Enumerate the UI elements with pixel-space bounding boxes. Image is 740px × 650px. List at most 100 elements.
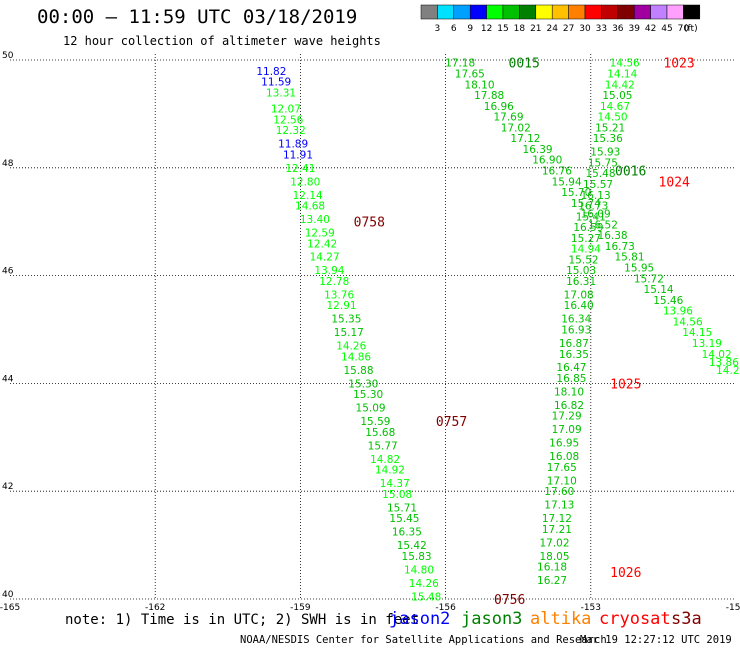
pass-time-label: 0015: [509, 57, 540, 72]
wave-height-value: 15.27: [571, 233, 601, 245]
wave-height-value: 12.80: [290, 176, 320, 188]
wave-height-value: 15.74: [571, 198, 601, 210]
wave-height-value: 17.29: [552, 411, 582, 423]
latitude-tick-label: 42: [2, 482, 13, 492]
color-scale-label: 15: [497, 24, 508, 34]
longitude-tick-label: -156: [435, 603, 456, 612]
wave-height-value: 14.15: [682, 327, 712, 339]
wave-height-value: 16.59: [573, 222, 603, 234]
wave-height-value: 12.07: [271, 104, 301, 116]
latitude-tick-label: 48: [2, 159, 14, 169]
wave-height-value: 15.68: [365, 427, 395, 439]
longitude-tick-label: -159: [290, 603, 311, 612]
color-scale-label: 36: [612, 24, 624, 34]
color-scale-label: 18: [514, 24, 526, 34]
wave-height-value: 11.59: [261, 77, 291, 89]
wave-height-value: 14.82: [370, 454, 400, 466]
wave-height-value: 13.96: [663, 306, 693, 318]
wave-height-value: 16.18: [537, 562, 567, 574]
color-scale-label: 9: [467, 24, 473, 34]
wave-height-value: 11.82: [256, 66, 286, 78]
wave-height-value: 16.38: [598, 230, 628, 242]
wave-height-value: 16.52: [588, 219, 618, 231]
color-scale-label: 24: [546, 24, 558, 34]
color-scale-label: 39: [628, 24, 640, 34]
wave-height-value: 15.59: [360, 416, 390, 428]
wave-height-value: 14.26: [336, 341, 366, 353]
wave-height-value: 15.94: [552, 176, 582, 188]
wave-height-value: 17.09: [552, 424, 582, 436]
wave-height-value: 15.93: [590, 147, 620, 159]
color-scale-label: 45: [661, 24, 672, 34]
wave-height-value: 14.86: [341, 351, 371, 363]
wave-height-value: 16.34: [561, 314, 591, 326]
color-scale-label: 42: [645, 24, 656, 34]
wave-height-value: 12.41: [285, 163, 315, 175]
satellite-legend-s3a: s3a: [671, 609, 702, 629]
wave-height-value: 12.59: [305, 227, 335, 239]
wave-height-value: 16.39: [523, 144, 553, 156]
pass-time-label: 0758: [354, 216, 385, 231]
wave-height-value: 17.65: [455, 68, 485, 80]
wave-height-value: 15.83: [402, 551, 432, 563]
wave-height-value: 14.94: [571, 244, 601, 256]
wave-height-value: 18.05: [539, 551, 569, 563]
wave-height-value: 18.10: [464, 79, 494, 91]
credit-text: NOAA/NESDIS Center for Satellite Applica…: [240, 634, 607, 646]
wave-height-map: -165 -162 -159 -156 -153 -150 40 42 44 46 48 50 11.8…: [0, 51, 740, 612]
latitude-tick-label: 40: [2, 590, 14, 600]
wave-height-value: 16.31: [566, 276, 596, 288]
color-swatch: [683, 4, 701, 20]
wave-height-value: 15.30: [353, 389, 383, 401]
wave-height-value: 11.89: [278, 139, 308, 151]
wave-height-value: 16.09: [581, 209, 611, 221]
wave-height-value: 16.13: [581, 190, 611, 202]
wave-height-value: 15.77: [368, 440, 398, 452]
wave-height-value: 14.26: [409, 578, 439, 590]
wave-height-value: 16.82: [554, 400, 584, 412]
wave-height-value: 17.13: [544, 500, 574, 512]
satellite-legend-jason3: jason3: [461, 609, 523, 629]
wave-height-value: 15.75: [588, 157, 618, 169]
latitude-tick-label: 44: [2, 374, 14, 384]
wave-height-value: 15.14: [644, 284, 674, 296]
wave-height-value: 15.81: [614, 252, 644, 264]
pass-time-label: 1025: [610, 377, 641, 392]
wave-height-value: 17.02: [501, 122, 531, 134]
pass-time-label: 0756: [494, 593, 525, 608]
satellite-legend-jason2: jason2: [389, 609, 451, 629]
color-scale-label: 33: [596, 24, 607, 34]
wave-height-value: 17.88: [474, 90, 504, 102]
wave-height-value: 17.12: [510, 133, 540, 145]
pass-time-label: 0757: [436, 415, 467, 430]
color-scale-label: 12: [481, 24, 492, 34]
satellite-legend-cryosat: cryosat: [599, 609, 671, 629]
wave-height-value: 15.52: [569, 254, 599, 266]
wave-height-value: 15.88: [343, 365, 373, 377]
longitude-tick-label: -150: [726, 603, 740, 612]
wave-height-value: 12.42: [307, 238, 337, 250]
wave-height-value: 14.50: [598, 112, 628, 124]
wave-height-value: 16.27: [537, 575, 567, 587]
wave-height-value: 17.02: [539, 537, 569, 549]
wave-height-value: 15.36: [593, 133, 623, 145]
color-scale-label: 27: [563, 24, 574, 34]
wave-height-value: 13.94: [314, 265, 344, 277]
wave-height-value: 17.21: [542, 524, 572, 536]
color-scale-label: 3: [435, 24, 441, 34]
wave-height-value: 15.08: [382, 489, 412, 501]
wave-height-value: 12.56: [273, 114, 303, 126]
pass-time-label: 1023: [663, 57, 694, 72]
wave-height-value: 15.30: [348, 378, 378, 390]
wave-height-value: 17.12: [542, 513, 572, 525]
wave-height-value: 15.70: [561, 187, 591, 199]
wave-height-value: 12.91: [327, 300, 357, 312]
wave-height-value: 14.56: [673, 316, 703, 328]
wave-height-value: 14.67: [600, 101, 630, 113]
wave-height-value: 15.09: [356, 403, 386, 415]
satellite-legend-altika: altika: [530, 609, 592, 629]
pass-time-label: 1024: [659, 175, 690, 190]
wave-height-value: 14.92: [375, 465, 405, 477]
wave-height-value: 15.35: [331, 314, 361, 326]
wave-height-value: 14.42: [605, 79, 635, 91]
